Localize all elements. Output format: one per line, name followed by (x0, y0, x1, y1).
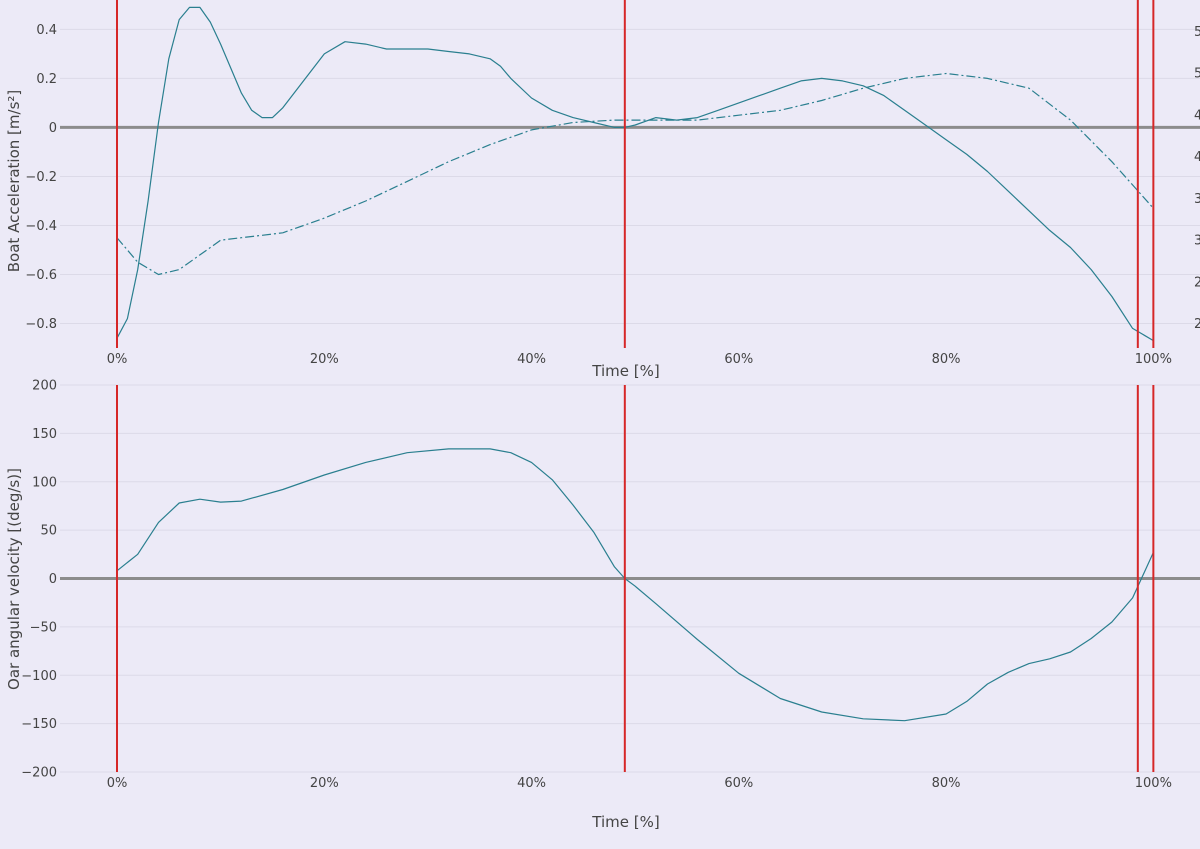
x-tick-label: 20% (310, 352, 339, 367)
y-tick-label: −0.8 (25, 317, 57, 332)
right-y-tick-label: 2 (1194, 317, 1200, 332)
oar-angular-velocity-chart: 200 150 100 50 0 −50 −100 −150 −200 0% 20% 40% 60% 8… (5, 379, 1200, 831)
x-tick-label: 40% (517, 352, 546, 367)
x-tick-label: 100% (1135, 776, 1172, 791)
y-tick-label: −0.4 (25, 219, 57, 234)
top-series (116, 6, 1154, 342)
x-tick-label: 40% (517, 776, 546, 791)
boat-acceleration-chart: 0.4 0.2 0 −0.2 −0.4 −0.6 −0.8 0% 20% 40% 60% 80% 10… (5, 0, 1200, 380)
right-y-tick-label: 2 (1194, 275, 1200, 290)
y-tick-label: −50 (30, 620, 57, 635)
x-tick-label: 100% (1135, 352, 1172, 367)
y-tick-label: 150 (32, 427, 57, 442)
x-tick-label: 20% (310, 776, 339, 791)
series-line-solid (116, 6, 1154, 342)
y-tick-label: −200 (21, 766, 57, 781)
right-y-tick-label: 5 (1194, 25, 1200, 40)
top-gridlines (60, 28, 1200, 324)
right-y-tick-label: 3 (1194, 234, 1200, 249)
series-line-dashdot (116, 72, 1154, 276)
bottom-x-axis-title: Time [%] (591, 813, 659, 831)
x-tick-label: 0% (107, 352, 128, 367)
y-tick-label: 0 (49, 121, 57, 136)
right-y-tick-label: 5 (1194, 67, 1200, 82)
right-y-tick-label: 3 (1194, 192, 1200, 207)
x-tick-label: 60% (724, 776, 753, 791)
top-event-lines (116, 0, 1155, 348)
x-tick-label: 60% (724, 352, 753, 367)
y-tick-label: −0.6 (25, 268, 57, 283)
top-right-axis-tick-labels: 5 5 4 4 3 3 2 2 (1194, 25, 1200, 332)
y-tick-label: −0.2 (25, 170, 57, 185)
bottom-y-axis-title: Oar angular velocity [(deg/s)] (5, 468, 23, 690)
top-y-axis-title: Boat Acceleration [m/s²] (5, 90, 23, 272)
bottom-y-tick-labels: 200 150 100 50 0 −50 −100 −150 −200 (21, 379, 57, 781)
right-y-tick-label: 4 (1194, 150, 1200, 165)
y-tick-label: −150 (21, 717, 57, 732)
y-tick-label: −100 (21, 669, 57, 684)
bottom-gridlines (60, 384, 1200, 773)
bottom-x-tick-labels: 0% 20% 40% 60% 80% 100% (107, 776, 1172, 791)
top-x-tick-labels: 0% 20% 40% 60% 80% 100% (107, 352, 1172, 367)
y-tick-label: 0 (49, 572, 57, 587)
right-y-tick-label: 4 (1194, 108, 1200, 123)
top-y-tick-labels: 0.4 0.2 0 −0.2 −0.4 −0.6 −0.8 (25, 23, 57, 332)
y-tick-label: 0.4 (36, 23, 57, 38)
y-tick-label: 0.2 (36, 72, 57, 87)
x-tick-label: 80% (932, 352, 961, 367)
x-tick-label: 80% (932, 776, 961, 791)
top-x-axis-title: Time [%] (591, 362, 659, 380)
bottom-event-lines (116, 385, 1155, 772)
x-tick-label: 0% (107, 776, 128, 791)
y-tick-label: 50 (40, 524, 57, 539)
y-tick-label: 200 (32, 379, 57, 394)
y-tick-label: 100 (32, 475, 57, 490)
